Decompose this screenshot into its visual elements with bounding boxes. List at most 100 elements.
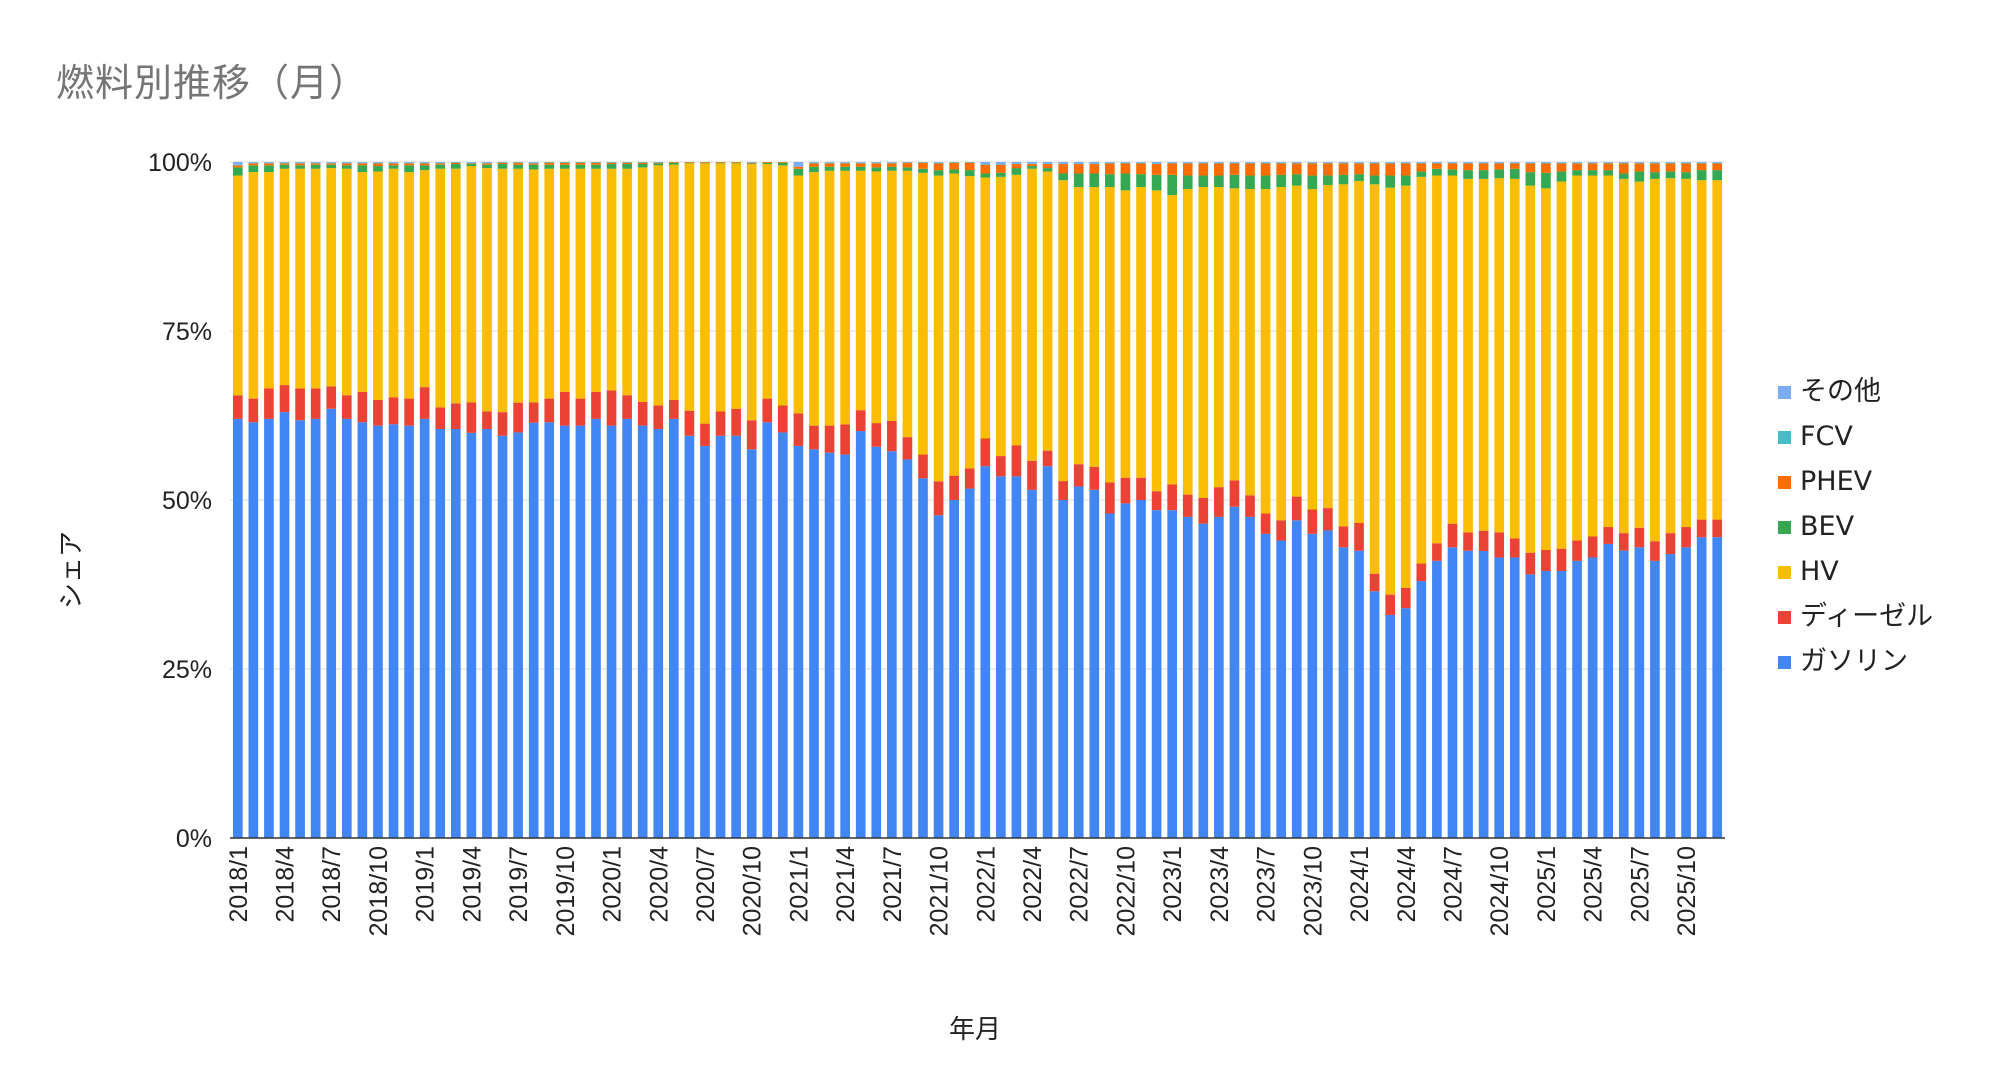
bar-segment bbox=[996, 164, 1006, 173]
bar-segment bbox=[1073, 162, 1084, 164]
bar-segment bbox=[1432, 560, 1442, 838]
bar-segment bbox=[1027, 460, 1037, 490]
bar-segment bbox=[684, 410, 695, 436]
bar-segment bbox=[1058, 173, 1068, 181]
x-tick-label: 2021/7 bbox=[879, 846, 907, 922]
bar-stack bbox=[1323, 162, 1333, 838]
bar-segment bbox=[1665, 171, 1676, 179]
bar-segment bbox=[450, 168, 461, 404]
bar-segment bbox=[435, 429, 446, 838]
y-tick-label: 100% bbox=[148, 149, 212, 177]
bar-segment bbox=[1650, 162, 1660, 164]
y-tick-labels: 0% 25% 50% 75% 100% bbox=[148, 149, 212, 853]
bar-segment bbox=[341, 168, 352, 396]
bar-segment bbox=[1167, 510, 1177, 838]
x-tick-label: 2023/7 bbox=[1253, 846, 1281, 922]
bar-stack bbox=[232, 162, 243, 838]
bar-stack bbox=[1307, 162, 1318, 838]
bar-segment bbox=[933, 170, 944, 176]
bar-segment bbox=[1509, 163, 1520, 169]
bar-segment bbox=[1214, 162, 1224, 163]
bar-segment bbox=[1307, 533, 1318, 838]
bar-segment bbox=[1416, 162, 1427, 163]
bar-segment bbox=[996, 172, 1006, 177]
bar-segment bbox=[809, 163, 819, 167]
x-tick-label: 2025/10 bbox=[1673, 846, 1701, 936]
bar-segment bbox=[824, 162, 835, 164]
bar-segment bbox=[1167, 162, 1177, 164]
bar-segment bbox=[1400, 163, 1411, 176]
bar-segment bbox=[1587, 557, 1598, 838]
bar-segment bbox=[684, 163, 695, 411]
bar-segment bbox=[232, 165, 243, 168]
bar-segment bbox=[388, 162, 399, 163]
bar-segment bbox=[1058, 162, 1068, 164]
bar-segment bbox=[1182, 189, 1193, 495]
legend-item: HV bbox=[1778, 556, 1839, 587]
bar-segment bbox=[341, 163, 352, 166]
bar-segment bbox=[357, 172, 368, 392]
bar-segment bbox=[591, 168, 601, 392]
bar-stack bbox=[1058, 162, 1068, 838]
bar-segment bbox=[295, 388, 305, 421]
bar-segment bbox=[1369, 184, 1380, 574]
bar-segment bbox=[793, 413, 804, 446]
bar-segment bbox=[388, 168, 399, 398]
x-tick-label: 2018/4 bbox=[272, 846, 300, 923]
bar-segment bbox=[1432, 168, 1442, 176]
bar-segment bbox=[513, 402, 523, 433]
bar-segment bbox=[1089, 466, 1100, 490]
bar-stack bbox=[715, 162, 726, 838]
bar-segment bbox=[1509, 178, 1520, 539]
bar-segment bbox=[326, 408, 337, 838]
bar-segment bbox=[1198, 175, 1209, 188]
bar-segment bbox=[1214, 487, 1224, 517]
bar-segment bbox=[778, 162, 788, 166]
bar-segment bbox=[1603, 163, 1614, 171]
bar-segment bbox=[1463, 532, 1473, 551]
bar-segment bbox=[1712, 519, 1723, 538]
bar-segment bbox=[404, 162, 414, 163]
bar-segment bbox=[1556, 171, 1567, 182]
bar-segment bbox=[855, 166, 866, 171]
bar-stack bbox=[591, 162, 601, 838]
bar-segment bbox=[1572, 162, 1582, 164]
bar-segment bbox=[404, 165, 414, 173]
bar-segment bbox=[700, 162, 710, 164]
bar-segment bbox=[1587, 162, 1598, 164]
x-tick-label: 2023/4 bbox=[1206, 846, 1234, 923]
bar-segment bbox=[933, 163, 944, 171]
bar-stack bbox=[1665, 162, 1676, 838]
bar-segment bbox=[1323, 162, 1333, 163]
bar-stack bbox=[326, 162, 337, 838]
bar-segment bbox=[1416, 162, 1427, 164]
bar-segment bbox=[762, 422, 773, 838]
bar-segment bbox=[482, 162, 492, 163]
bar-segment bbox=[855, 162, 866, 164]
legend-item: ディーゼル bbox=[1778, 601, 1933, 632]
bar-segment bbox=[1167, 163, 1177, 175]
bar-segment bbox=[591, 164, 601, 169]
bar-segment bbox=[559, 425, 570, 838]
bar-stack bbox=[559, 162, 570, 838]
bar-stack bbox=[497, 162, 508, 838]
bar-segment bbox=[1307, 162, 1318, 164]
bar-stack bbox=[1089, 162, 1100, 838]
bar-stack bbox=[513, 162, 523, 838]
bar-segment bbox=[528, 402, 539, 423]
bar-segment bbox=[1681, 162, 1691, 164]
bar-segment bbox=[1541, 188, 1551, 551]
bar-segment bbox=[1245, 495, 1255, 517]
x-tick-label: 2019/1 bbox=[412, 846, 440, 922]
bar-segment bbox=[1478, 162, 1489, 164]
legend-label: ディーゼル bbox=[1800, 601, 1933, 632]
bar-segment bbox=[1696, 519, 1707, 538]
bar-segment bbox=[902, 170, 913, 438]
bar-segment bbox=[1120, 162, 1131, 164]
bar-segment bbox=[544, 162, 555, 165]
bar-segment bbox=[715, 163, 726, 412]
bar-segment bbox=[669, 399, 679, 419]
bar-segment bbox=[731, 162, 741, 163]
bar-segment bbox=[435, 407, 446, 430]
bar-segment bbox=[1151, 164, 1162, 175]
